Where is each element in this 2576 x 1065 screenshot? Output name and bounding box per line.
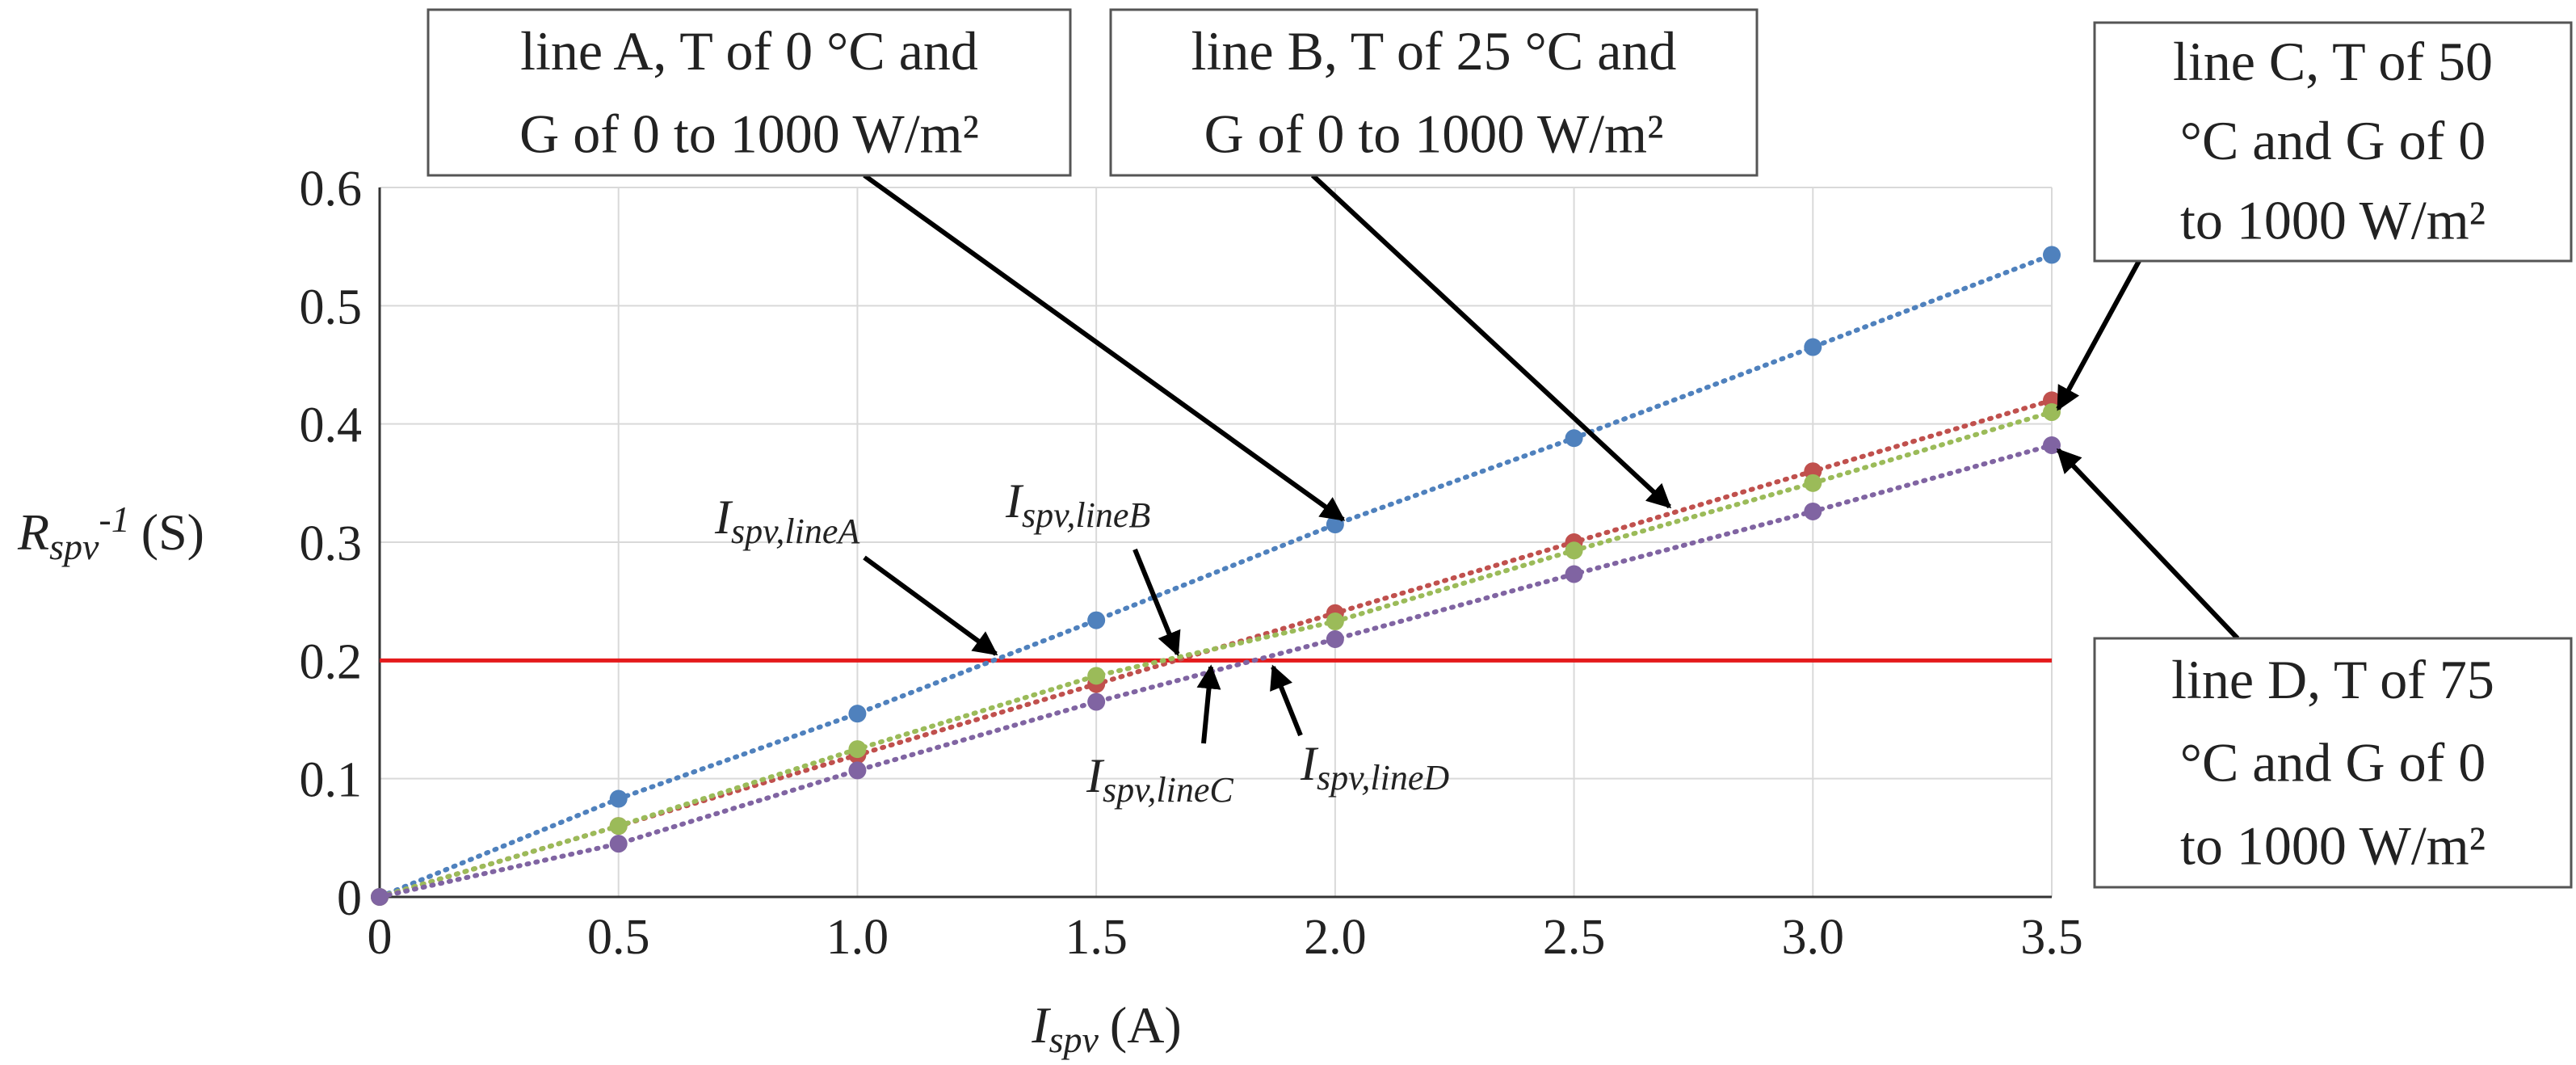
intersection-subscript: spv,lineA [731, 511, 860, 551]
annotation-b: line B, T of 25 °C and G of 0 to 1000 W/m… [1109, 8, 1759, 177]
data-point [1087, 667, 1106, 685]
y-axis-superscript: -1 [99, 499, 129, 540]
x-tick-label: 3.0 [1782, 910, 1845, 965]
series-line-c [371, 403, 2061, 906]
y-tick-label: 0.3 [300, 516, 363, 571]
y-axis-symbol: R [17, 503, 49, 561]
y-tick-label: 0.5 [300, 280, 363, 335]
series-layer [371, 246, 2061, 906]
y-axis-subscript: spv [49, 526, 99, 567]
intersection-b: Ispv,lineB [1005, 474, 1181, 657]
x-axis-unit: (A) [1110, 996, 1182, 1054]
annotation-c: line C, T of 50 °C and G of 0 to 1000 W/m² [2093, 21, 2573, 263]
data-point [848, 761, 867, 780]
annotation-layer: line A, T of 0 °C and G of 0 to 1000 W/m²… [427, 8, 2573, 889]
data-point [1804, 502, 1822, 520]
series-line-d [371, 436, 2061, 906]
data-point [1804, 338, 1822, 356]
x-axis-subscript: spv [1049, 1019, 1099, 1060]
y-tick-label: 0.6 [300, 162, 363, 217]
annotation-arrow-c [2056, 259, 2141, 411]
annotation-box [1109, 8, 1759, 177]
annotation-arrow-a [863, 173, 1346, 522]
intersection-arrow [1133, 548, 1181, 657]
annotation-a: line A, T of 0 °C and G of 0 to 1000 W/m² [427, 8, 1072, 177]
x-tick-label: 2.0 [1304, 910, 1367, 965]
trend-line [377, 443, 2054, 899]
annotation-box [2093, 637, 2573, 889]
annotation-text: line C, T of 50 [2173, 31, 2493, 92]
data-point [609, 789, 628, 808]
annotation-text: line A, T of 0 °C and [520, 20, 978, 82]
intersection-d: Ispv,lineD [1270, 664, 1449, 798]
intersection-label: Ispv,lineC [1086, 749, 1233, 810]
annotation-text: line D, T of 75 [2171, 649, 2494, 710]
intersection-arrow [1270, 664, 1303, 737]
arrow-layer [863, 173, 2240, 641]
intersection-arrow [1196, 664, 1221, 744]
data-point [371, 888, 389, 906]
annotation-text: to 1000 W/m² [2180, 189, 2486, 250]
trend-line [377, 252, 2054, 899]
intersection-label: Ispv,lineA [714, 490, 860, 551]
data-point [2043, 246, 2061, 264]
data-point [1565, 565, 1583, 583]
data-point [1326, 629, 1344, 648]
y-tick-label: 0 [337, 871, 362, 926]
annotation-text: °C and G of 0 [2180, 110, 2486, 171]
intersection-c: Ispv,lineC [1086, 664, 1233, 810]
intersection-symbol: I [1300, 737, 1319, 790]
data-point [848, 705, 867, 723]
intersection-symbol: I [1005, 474, 1024, 528]
tick-labels: 0 0.5 1.0 1.5 2.0 2.5 3.0 3.5 0 0.1 0.2 0.3 0.4 0.5 0.… [300, 162, 2083, 965]
annotation-text: G of 0 to 1000 W/m² [1204, 103, 1664, 164]
annotation-arrow-d [2056, 448, 2240, 641]
y-axis-label: Rspv-1 (S) [17, 499, 204, 567]
intersection-subscript: spv,lineB [1022, 495, 1150, 535]
data-point [2043, 436, 2061, 455]
annotation-arrow-b [1310, 173, 1672, 509]
trend-line [377, 410, 2054, 899]
data-point [1326, 612, 1344, 631]
intersection-symbol: I [714, 490, 733, 544]
y-tick-label: 0.4 [300, 398, 363, 453]
data-point [1565, 541, 1583, 560]
intersection-subscript: spv,lineC [1103, 770, 1233, 810]
data-point [848, 740, 867, 759]
data-point [1804, 474, 1822, 492]
annotation-box [427, 8, 1072, 177]
x-axis-label: Ispv (A) [1031, 996, 1181, 1060]
x-tick-label: 0 [368, 910, 393, 965]
annotation-text: G of 0 to 1000 W/m² [519, 103, 979, 164]
x-tick-label: 0.5 [587, 910, 650, 965]
intersection-label: Ispv,lineB [1005, 474, 1150, 535]
x-tick-label: 1.0 [826, 910, 889, 965]
y-tick-label: 0.1 [300, 753, 363, 808]
data-point [1565, 429, 1583, 448]
annotation-text: to 1000 W/m² [2180, 815, 2486, 876]
x-tick-label: 1.5 [1065, 910, 1128, 965]
x-tick-label: 2.5 [1543, 910, 1606, 965]
y-tick-label: 0.2 [300, 634, 363, 689]
data-point [609, 817, 628, 836]
data-point [1087, 692, 1106, 711]
intersection-a: Ispv,lineA [714, 490, 998, 656]
y-axis-unit: (S) [141, 503, 204, 561]
intersection-label: Ispv,lineD [1300, 737, 1449, 798]
annotation-text: °C and G of 0 [2180, 732, 2486, 793]
x-axis-symbol: I [1031, 996, 1051, 1054]
x-tick-label: 3.5 [2020, 910, 2083, 965]
data-point [1087, 611, 1106, 629]
annotation-box [2093, 21, 2573, 263]
intersection-subscript: spv,lineD [1317, 758, 1449, 798]
annotation-d: line D, T of 75 °C and G of 0 to 1000 W/m² [2093, 637, 2573, 889]
data-point [609, 835, 628, 853]
intersection-arrow [863, 555, 998, 656]
axes [378, 187, 2052, 899]
intersection-symbol: I [1086, 749, 1105, 802]
annotation-text: line B, T of 25 °C and [1191, 20, 1677, 82]
